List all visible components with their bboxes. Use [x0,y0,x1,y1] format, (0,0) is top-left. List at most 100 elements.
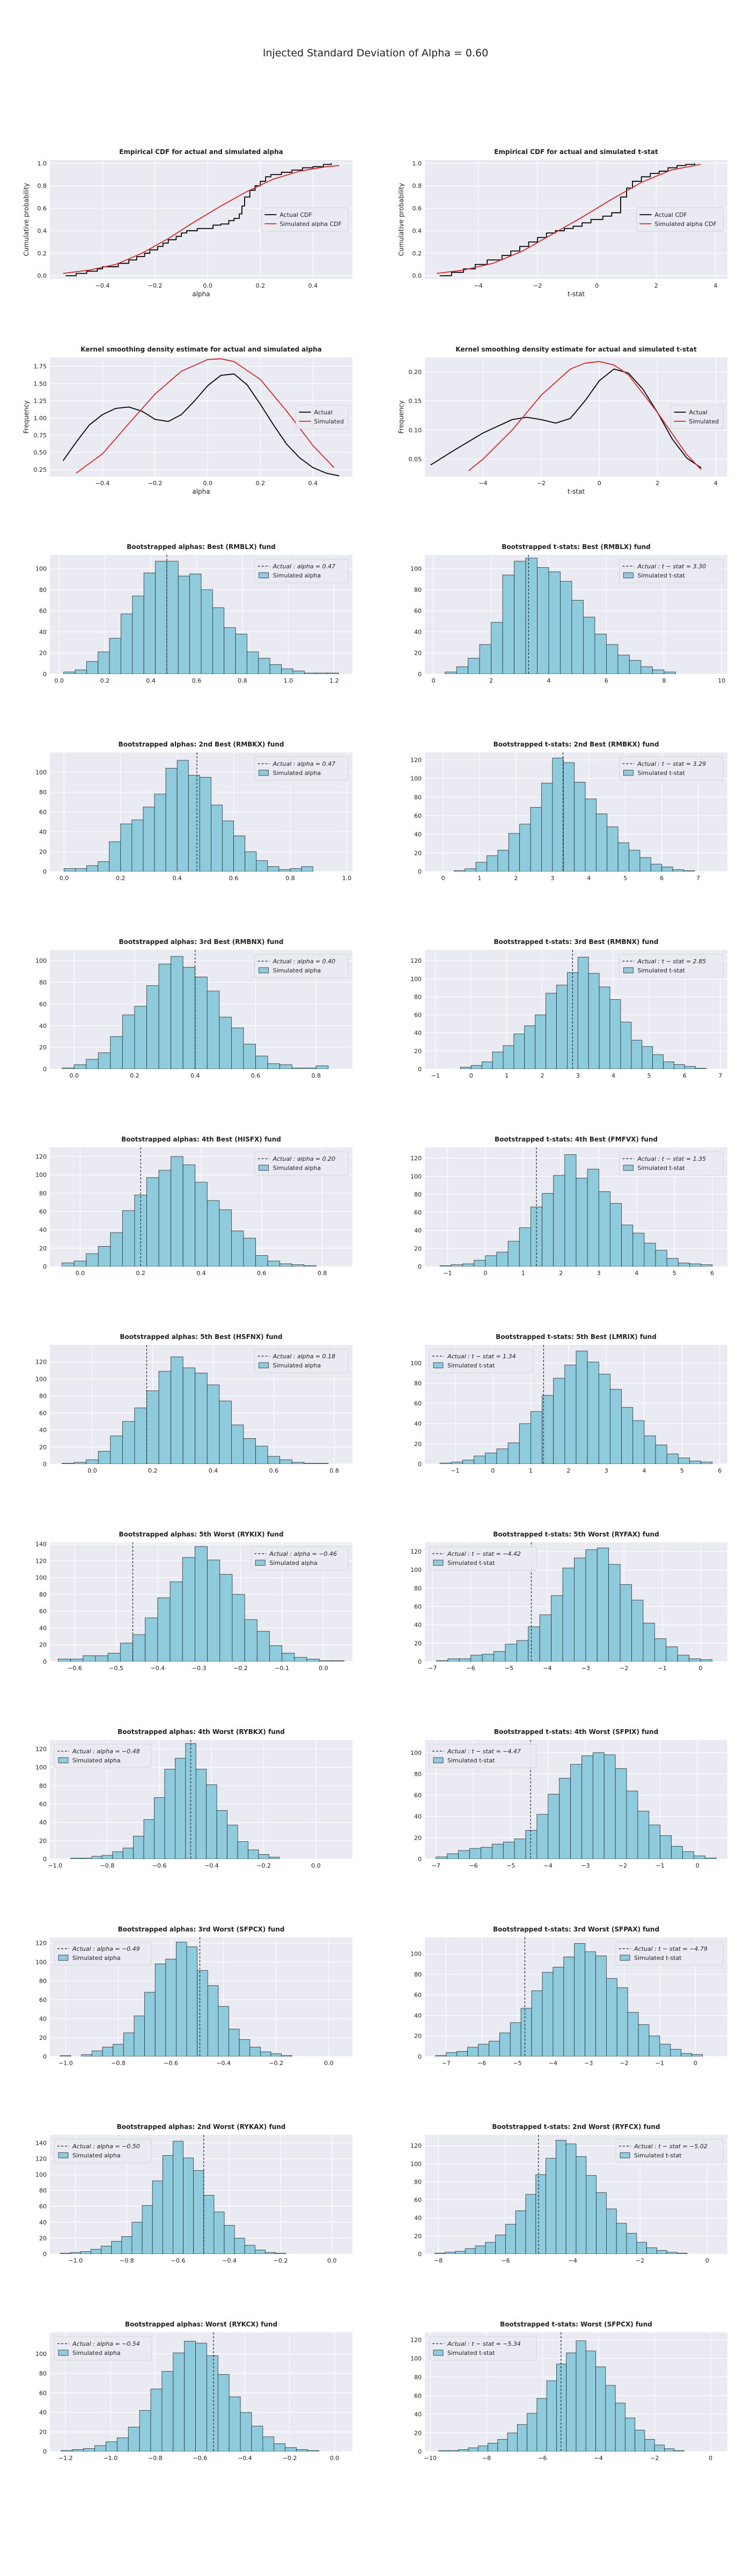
y-tick-label: 80 [414,2178,422,2185]
histogram-bar [435,2252,446,2254]
histogram-bar [507,1443,520,1464]
histogram-bar [122,1210,135,1267]
histogram-bar [101,2245,112,2254]
histogram-bar [649,2036,660,2057]
x-tick-label: −6 [467,1665,475,1672]
x-tick-label: 0 [694,2060,697,2067]
histogram-bar [255,1056,268,1069]
x-tick-label: 0.2 [116,875,126,882]
y-tick-label: 100 [35,1959,47,1966]
histogram-bar [143,572,156,674]
histogram-bar [327,672,339,674]
histogram-bar [112,1851,123,1859]
legend: Actual : t − stat = −4.42 Simulated t-sta… [429,1546,537,1571]
legend-symbol [259,967,269,974]
histogram-bar [577,957,589,1069]
legend-label: Actual : alpha = 0.18 [273,1353,336,1360]
legend-label: Actual : t − stat = −5.02 [634,2143,708,2150]
legend-label: Actual : alpha = −0.48 [72,1748,140,1755]
y-tick-label: 40 [39,1819,47,1826]
y-tick-label: 60 [414,1792,422,1799]
histogram-bar [574,1557,586,1662]
x-tick-label: 2 [540,1072,544,1079]
histogram-bar [462,1460,475,1464]
y-tick-label: 80 [414,993,422,1000]
y-tick-label: 20 [39,1444,47,1451]
histogram-bar [61,2450,73,2451]
histogram-bar [262,2436,275,2451]
histogram-bar [234,2237,245,2254]
histogram-bar [447,1853,459,1859]
histogram-bar [652,1054,664,1069]
legend: Actual : alpha = −0.49 Simulated alpha [54,1941,152,1966]
legend-label: Simulated t-stat [634,1955,682,1962]
histogram-bar [470,1655,483,1662]
legend-box [254,756,349,781]
legend: Actual : t − stat = −5.34 Simulated t-sta… [429,2336,537,2361]
histogram-bar [551,1595,563,1662]
histogram-bar [439,1462,452,1464]
histogram-bar [201,589,213,674]
y-tick-label: 140 [35,2140,47,2147]
histogram-bar [171,956,183,1069]
legend: Actual : t − stat = −5.02 Simulated t-sta… [615,2139,724,2163]
histogram-bar [207,1200,220,1267]
chart-panel-1: Empirical CDF for actual and simulated a… [23,148,352,298]
histogram-bar [211,804,223,872]
histogram-bar [465,2248,476,2254]
histogram-bar [505,1644,517,1662]
histogram-bar [632,1233,645,1267]
histogram-bar [574,782,586,872]
y-tick-label: 120 [35,1153,47,1160]
y-tick-label: 40 [414,831,422,838]
histogram-bar [120,823,132,872]
y-tick-label: 40 [414,2012,422,2019]
histogram-bar [173,2352,185,2451]
y-tick-label: 60 [414,608,422,614]
y-tick-label: 100 [35,1172,47,1179]
legend-box [54,2139,152,2163]
histogram-bar [267,1261,281,1267]
y-tick-label: 20 [39,1044,47,1051]
histogram-bar [581,1755,593,1859]
histogram-bar [535,1014,547,1069]
histogram-bar [556,985,568,1069]
histogram-bar [245,851,257,872]
x-tick-label: −2 [650,2455,659,2462]
histogram-bar [133,1835,144,1859]
y-tick-label: 20 [39,1245,47,1252]
histogram-bar [684,1066,696,1069]
histogram-bar [644,1435,656,1464]
y-tick-label: 120 [35,1940,47,1947]
x-tick-label: −2 [636,2257,644,2264]
legend: Actual : t − stat = 3.30 Simulated t-stat [619,559,724,583]
histogram-bar [624,2418,636,2451]
histogram-bar [269,1645,283,1662]
histogram-bar [63,671,76,674]
y-tick-label: 1.50 [34,380,47,387]
legend-symbol [255,1560,266,1566]
legend-box [261,207,349,232]
x-tick-label: 0.2 [136,1270,145,1277]
histogram-bar [469,1848,481,1859]
histogram-bar [631,1040,643,1069]
y-tick-label: 100 [410,1360,422,1367]
x-tick-label: −0.5 [109,1665,123,1672]
chart-panel-4: Kernel smoothing density estimate for ac… [397,346,727,495]
x-tick-label: 3 [605,1467,608,1474]
legend-label: Actual : t − stat = 3.29 [637,760,706,767]
y-tick-label: 20 [414,1834,422,1841]
histogram-bar [269,1857,280,1859]
histogram-bar [664,671,676,674]
chart-panel-16: Bootstrapped t-stats: 5th Worst (RYFAX) … [410,1531,727,1672]
histogram-bar [176,1942,187,2057]
series-line-simulated-alpha-cdf [437,164,701,274]
x-tick-label: 5 [623,875,627,882]
y-tick-label: 20 [414,1245,422,1252]
histogram-bar [122,1421,135,1464]
histogram-bar [132,1634,146,1662]
histogram-bar [122,1848,134,1859]
histogram-bar [232,1594,245,1662]
y-tick-label: 0.2 [38,250,47,257]
histogram-bar [178,575,190,674]
